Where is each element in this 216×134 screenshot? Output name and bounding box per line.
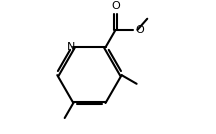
Text: N: N xyxy=(67,42,75,52)
Text: O: O xyxy=(136,25,145,35)
Text: O: O xyxy=(111,1,120,11)
